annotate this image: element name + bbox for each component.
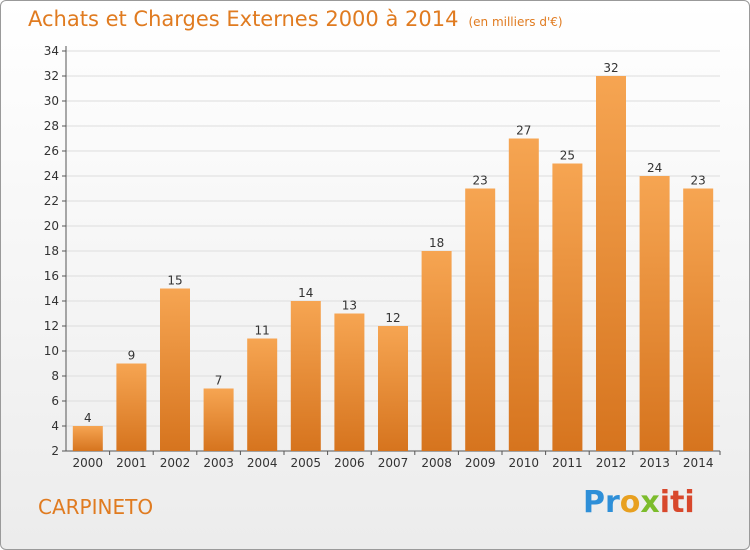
bar-2012 [596, 76, 626, 451]
bar-2014 [683, 188, 714, 451]
bar-2003 [203, 388, 234, 451]
x-tick-label: 2014 [683, 456, 714, 470]
y-tick-label: 16 [44, 269, 59, 283]
y-tick-label: 6 [51, 394, 59, 408]
data-label-2014: 23 [691, 174, 706, 188]
bar-2005 [290, 301, 321, 451]
data-label-2002: 15 [167, 274, 182, 288]
data-label-2001: 9 [128, 349, 136, 363]
bar-2007 [378, 326, 408, 451]
data-label-2010: 27 [516, 124, 531, 138]
data-label-2006: 13 [342, 299, 357, 313]
data-label-2003: 7 [215, 374, 223, 388]
bar-2000 [72, 426, 103, 451]
x-tick-label: 2010 [509, 456, 540, 470]
bar-2001 [116, 363, 147, 451]
x-tick-label: 2001 [116, 456, 147, 470]
x-tick-label: 2013 [639, 456, 670, 470]
data-label-2013: 24 [647, 161, 662, 175]
y-tick-label: 12 [44, 319, 59, 333]
y-tick-label: 18 [44, 244, 59, 258]
y-tick-label: 8 [51, 369, 59, 383]
bars [72, 76, 714, 451]
bar-2011 [552, 163, 583, 451]
y-tick-label: 20 [44, 219, 59, 233]
x-tick-label: 2008 [421, 456, 452, 470]
data-label-2012: 32 [603, 61, 618, 75]
chart-title: Achats et Charges Externes 2000 à 2014 (e… [28, 7, 563, 31]
data-label-2007: 12 [385, 311, 400, 325]
x-tick-label: 2009 [465, 456, 496, 470]
x-tick-label: 2004 [247, 456, 278, 470]
data-labels: 4 9 15 7 11 14 13 12 18 23 27 25 32 24 23 [84, 61, 706, 425]
bar-2009 [465, 188, 496, 451]
y-tick-label: 10 [44, 344, 59, 358]
x-tick-label: 2011 [552, 456, 583, 470]
y-tick-label: 32 [44, 69, 59, 83]
y-tick-label: 2 [51, 444, 59, 458]
y-tick-label: 26 [44, 144, 59, 158]
x-tick-label: 2012 [596, 456, 627, 470]
data-label-2008: 18 [429, 236, 444, 250]
bar-2004 [247, 338, 278, 451]
y-tick-label: 30 [44, 94, 59, 108]
bar-2008 [421, 251, 452, 451]
chart-title-text: Achats et Charges Externes 2000 à 2014 [28, 7, 459, 31]
y-tick-label: 34 [44, 44, 59, 58]
data-label-2005: 14 [298, 286, 313, 300]
y-tick-label: 14 [44, 294, 59, 308]
x-tick-label: 2005 [291, 456, 322, 470]
data-label-2004: 11 [255, 324, 270, 338]
bar-2010 [508, 138, 539, 451]
y-tick-label: 28 [44, 119, 59, 133]
chart-subtitle: (en milliers d'€) [468, 15, 563, 29]
x-tick-label: 2006 [334, 456, 365, 470]
bar-2006 [334, 313, 365, 451]
proxiti-logo: Proxiti [583, 485, 695, 520]
x-tick-label: 2000 [73, 456, 104, 470]
x-tick-label: 2002 [160, 456, 191, 470]
city-name: CARPINETO [38, 495, 154, 519]
bar-2002 [160, 288, 190, 451]
x-tick-label: 2007 [378, 456, 409, 470]
data-label-2011: 25 [560, 149, 575, 163]
data-label-2000: 4 [84, 411, 92, 425]
x-tick-label: 2003 [203, 456, 234, 470]
y-tick-label: 4 [51, 419, 59, 433]
y-tick-label: 24 [44, 169, 59, 183]
data-label-2009: 23 [473, 174, 488, 188]
bar-2013 [639, 176, 670, 451]
y-tick-label: 22 [44, 194, 59, 208]
